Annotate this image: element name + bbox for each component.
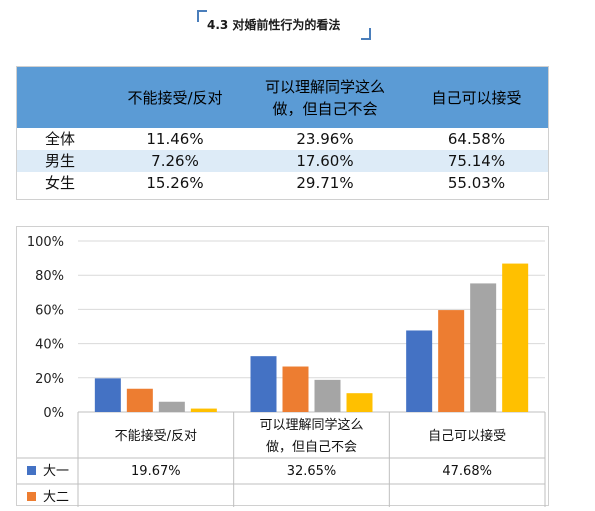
table-row-female: 女生 15.26% 29.71% 55.03% xyxy=(17,172,548,194)
header-understand-line2: 做，但自己不会 xyxy=(272,99,378,118)
legend-label: 大一 xyxy=(43,464,69,479)
bar-大一 xyxy=(94,378,121,412)
bar-大一 xyxy=(250,356,277,412)
table-cell: 29.71% xyxy=(296,174,354,192)
legend-swatch-大二 xyxy=(27,492,36,501)
bar-大二 xyxy=(126,388,153,412)
bar-大一 xyxy=(406,330,433,412)
summary-table: 不能接受/反对 可以理解同学这么 做，但自己不会 自己可以接受 全体 11.46… xyxy=(16,66,549,200)
header-cell-accept: 自己可以接受 xyxy=(405,67,548,128)
header-cell-oppose: 不能接受/反对 xyxy=(105,67,245,128)
table-cell: 23.96% xyxy=(296,130,354,148)
bar-大四 xyxy=(346,393,373,412)
header-cell-empty xyxy=(17,67,105,128)
row-label: 全体 xyxy=(45,130,76,148)
x-category-label: 可以理解同学这么 xyxy=(259,417,363,433)
header-cell-understand: 可以理解同学这么 做，但自己不会 xyxy=(245,67,405,128)
table-cell: 75.14% xyxy=(447,152,506,170)
title-corner-bottom-right xyxy=(361,28,371,40)
header-understand-line1: 可以理解同学这么 xyxy=(264,77,385,96)
bar-大二 xyxy=(282,366,309,412)
legend-swatch-大一 xyxy=(27,466,36,475)
bar-大四 xyxy=(502,263,529,412)
title-corner-top-left xyxy=(197,10,207,22)
table-row-male: 男生 7.26% 17.60% 75.14% xyxy=(17,150,548,172)
x-category-label: 不能接受/反对 xyxy=(115,428,197,444)
table-cell: 55.03% xyxy=(447,174,506,192)
y-tick-label: 80% xyxy=(35,269,64,284)
data-table-value: 32.65% xyxy=(287,464,337,479)
table-cell: 64.58% xyxy=(447,130,506,148)
bar-大二 xyxy=(438,310,465,412)
grade-bar-chart: 0% 20% 40% 60% 80% 100% 不能接受/反对 可以理解同学这么做，但自己不会… xyxy=(17,235,546,511)
header-accept-text: 自己可以接受 xyxy=(431,88,522,107)
bar-大三 xyxy=(158,401,185,412)
summary-table-header: 不能接受/反对 可以理解同学这么 做，但自己不会 自己可以接受 xyxy=(17,67,548,128)
bar-大三 xyxy=(314,379,341,412)
table-cell: 11.46% xyxy=(146,130,204,148)
row-label: 女生 xyxy=(45,174,76,192)
table-cell: 7.26% xyxy=(151,152,199,170)
y-tick-label: 60% xyxy=(35,303,64,318)
section-title: 4.3 对婚前性行为的看法 xyxy=(207,18,341,32)
data-table-value: 19.67% xyxy=(131,464,181,479)
y-tick-label: 100% xyxy=(27,235,64,250)
y-tick-label: 40% xyxy=(35,338,64,353)
header-oppose-text: 不能接受/反对 xyxy=(127,88,223,107)
section-title-frame: 4.3 对婚前性行为的看法 xyxy=(197,10,371,40)
legend-label: 大二 xyxy=(43,490,69,505)
data-table-value: 47.68% xyxy=(442,464,492,479)
bar-大四 xyxy=(190,408,217,412)
row-label: 男生 xyxy=(45,152,76,170)
grade-bar-chart-frame: 0% 20% 40% 60% 80% 100% 不能接受/反对 可以理解同学这么 做，但自己不会… xyxy=(16,226,549,511)
x-category-label: 做，但自己不会 xyxy=(266,440,357,455)
y-tick-label: 0% xyxy=(43,406,64,421)
x-category-label: 自己可以接受 xyxy=(428,428,506,444)
y-tick-label: 20% xyxy=(35,372,64,387)
table-cell: 17.60% xyxy=(296,152,354,170)
bar-大三 xyxy=(470,283,497,412)
table-row-all: 全体 11.46% 23.96% 64.58% xyxy=(17,128,548,150)
table-cell: 15.26% xyxy=(146,174,204,192)
